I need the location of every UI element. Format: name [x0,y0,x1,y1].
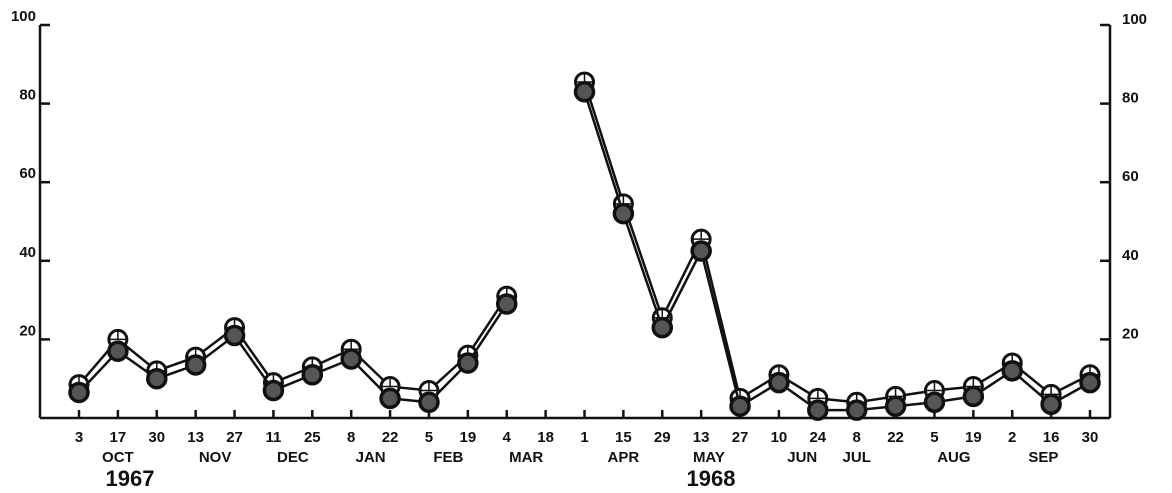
filled-marker [845,399,868,421]
filled-marker [379,387,401,410]
x-tick-label: 19 [965,429,982,446]
x-tick-label: 13 [187,429,204,446]
filled-marker [807,399,829,421]
x-tick-label: 19 [460,429,477,446]
month-label: MAY [693,449,725,466]
x-tick-label: 18 [537,429,554,446]
month-label: DEC [277,449,309,466]
x-tick-label: 30 [148,429,165,446]
x-tick-label: 27 [226,429,243,446]
x-tick-label: 22 [887,429,904,446]
filled-marker [962,385,985,408]
x-tick-label: 13 [693,429,710,446]
month-label: JUN [787,449,817,466]
filled-marker [418,391,440,414]
filled-marker [184,354,207,376]
filled-marker [651,316,674,339]
y2-tick-label: 60 [1122,168,1139,185]
x-tick-label: 8 [853,429,861,446]
x-tick-label: 8 [347,429,355,446]
filled-marker [612,202,635,225]
x-tick-label: 11 [265,429,281,446]
y-tick-label: 40 [19,244,36,261]
series-line [78,81,1091,404]
filled-marker [223,324,246,347]
y-tick-label: 60 [19,165,36,182]
filled-marker [457,352,479,374]
filled-marker [884,395,907,417]
filled-marker [729,395,751,417]
y-tick-label: 80 [19,87,36,104]
year-label: 1968 [687,466,736,491]
x-tick-label: 24 [809,429,826,446]
y-tick-label: 20 [19,322,36,339]
x-tick-label: 27 [732,429,749,446]
filled-marker [1079,371,1101,394]
month-label: OCT [102,449,134,466]
y2-tick-label: 100 [1122,11,1147,28]
month-label: NOV [199,449,232,466]
y2-tick-label: 80 [1122,90,1139,107]
x-tick-label: 4 [503,429,512,446]
filled-marker [146,367,168,390]
x-tick-label: 2 [1008,429,1016,446]
y2-tick-label: 20 [1122,325,1139,342]
filled-marker [690,240,712,262]
filled-marker [68,381,90,404]
filled-marker [262,379,285,402]
x-tick-label: 17 [110,429,127,446]
x-tick-label: 3 [75,429,83,446]
x-tick-label: 5 [930,429,938,446]
filled-marker [495,293,518,315]
month-label: APR [608,449,640,466]
x-tick-label: 22 [382,429,399,446]
filled-marker [768,371,790,394]
filled-marker [573,81,596,103]
filled-marker [1040,393,1062,415]
x-tick-label: 25 [304,429,321,446]
filled-marker [301,364,324,386]
x-tick-label: 16 [1043,429,1060,446]
y2-tick-label: 40 [1122,247,1139,264]
x-tick-label: 5 [425,429,433,446]
month-label: AUG [937,449,970,466]
month-label: SEP [1028,449,1058,466]
month-label: JUL [843,449,871,466]
year-label: 1967 [106,466,155,491]
y-tick-label: 100 [11,8,36,25]
month-label: FEB [433,449,463,466]
x-tick-label: 29 [654,429,671,446]
x-tick-label: 1 [580,429,588,446]
filled-marker [107,340,129,362]
x-tick-label: 15 [615,429,632,446]
x-tick-label: 10 [771,429,788,446]
filled-marker [1001,360,1023,382]
filled-marker [340,348,362,370]
x-tick-label: 30 [1082,429,1099,446]
month-label: MAR [509,449,543,466]
month-label: JAN [356,449,386,466]
filled-marker [923,391,946,414]
series-line [78,91,1091,412]
